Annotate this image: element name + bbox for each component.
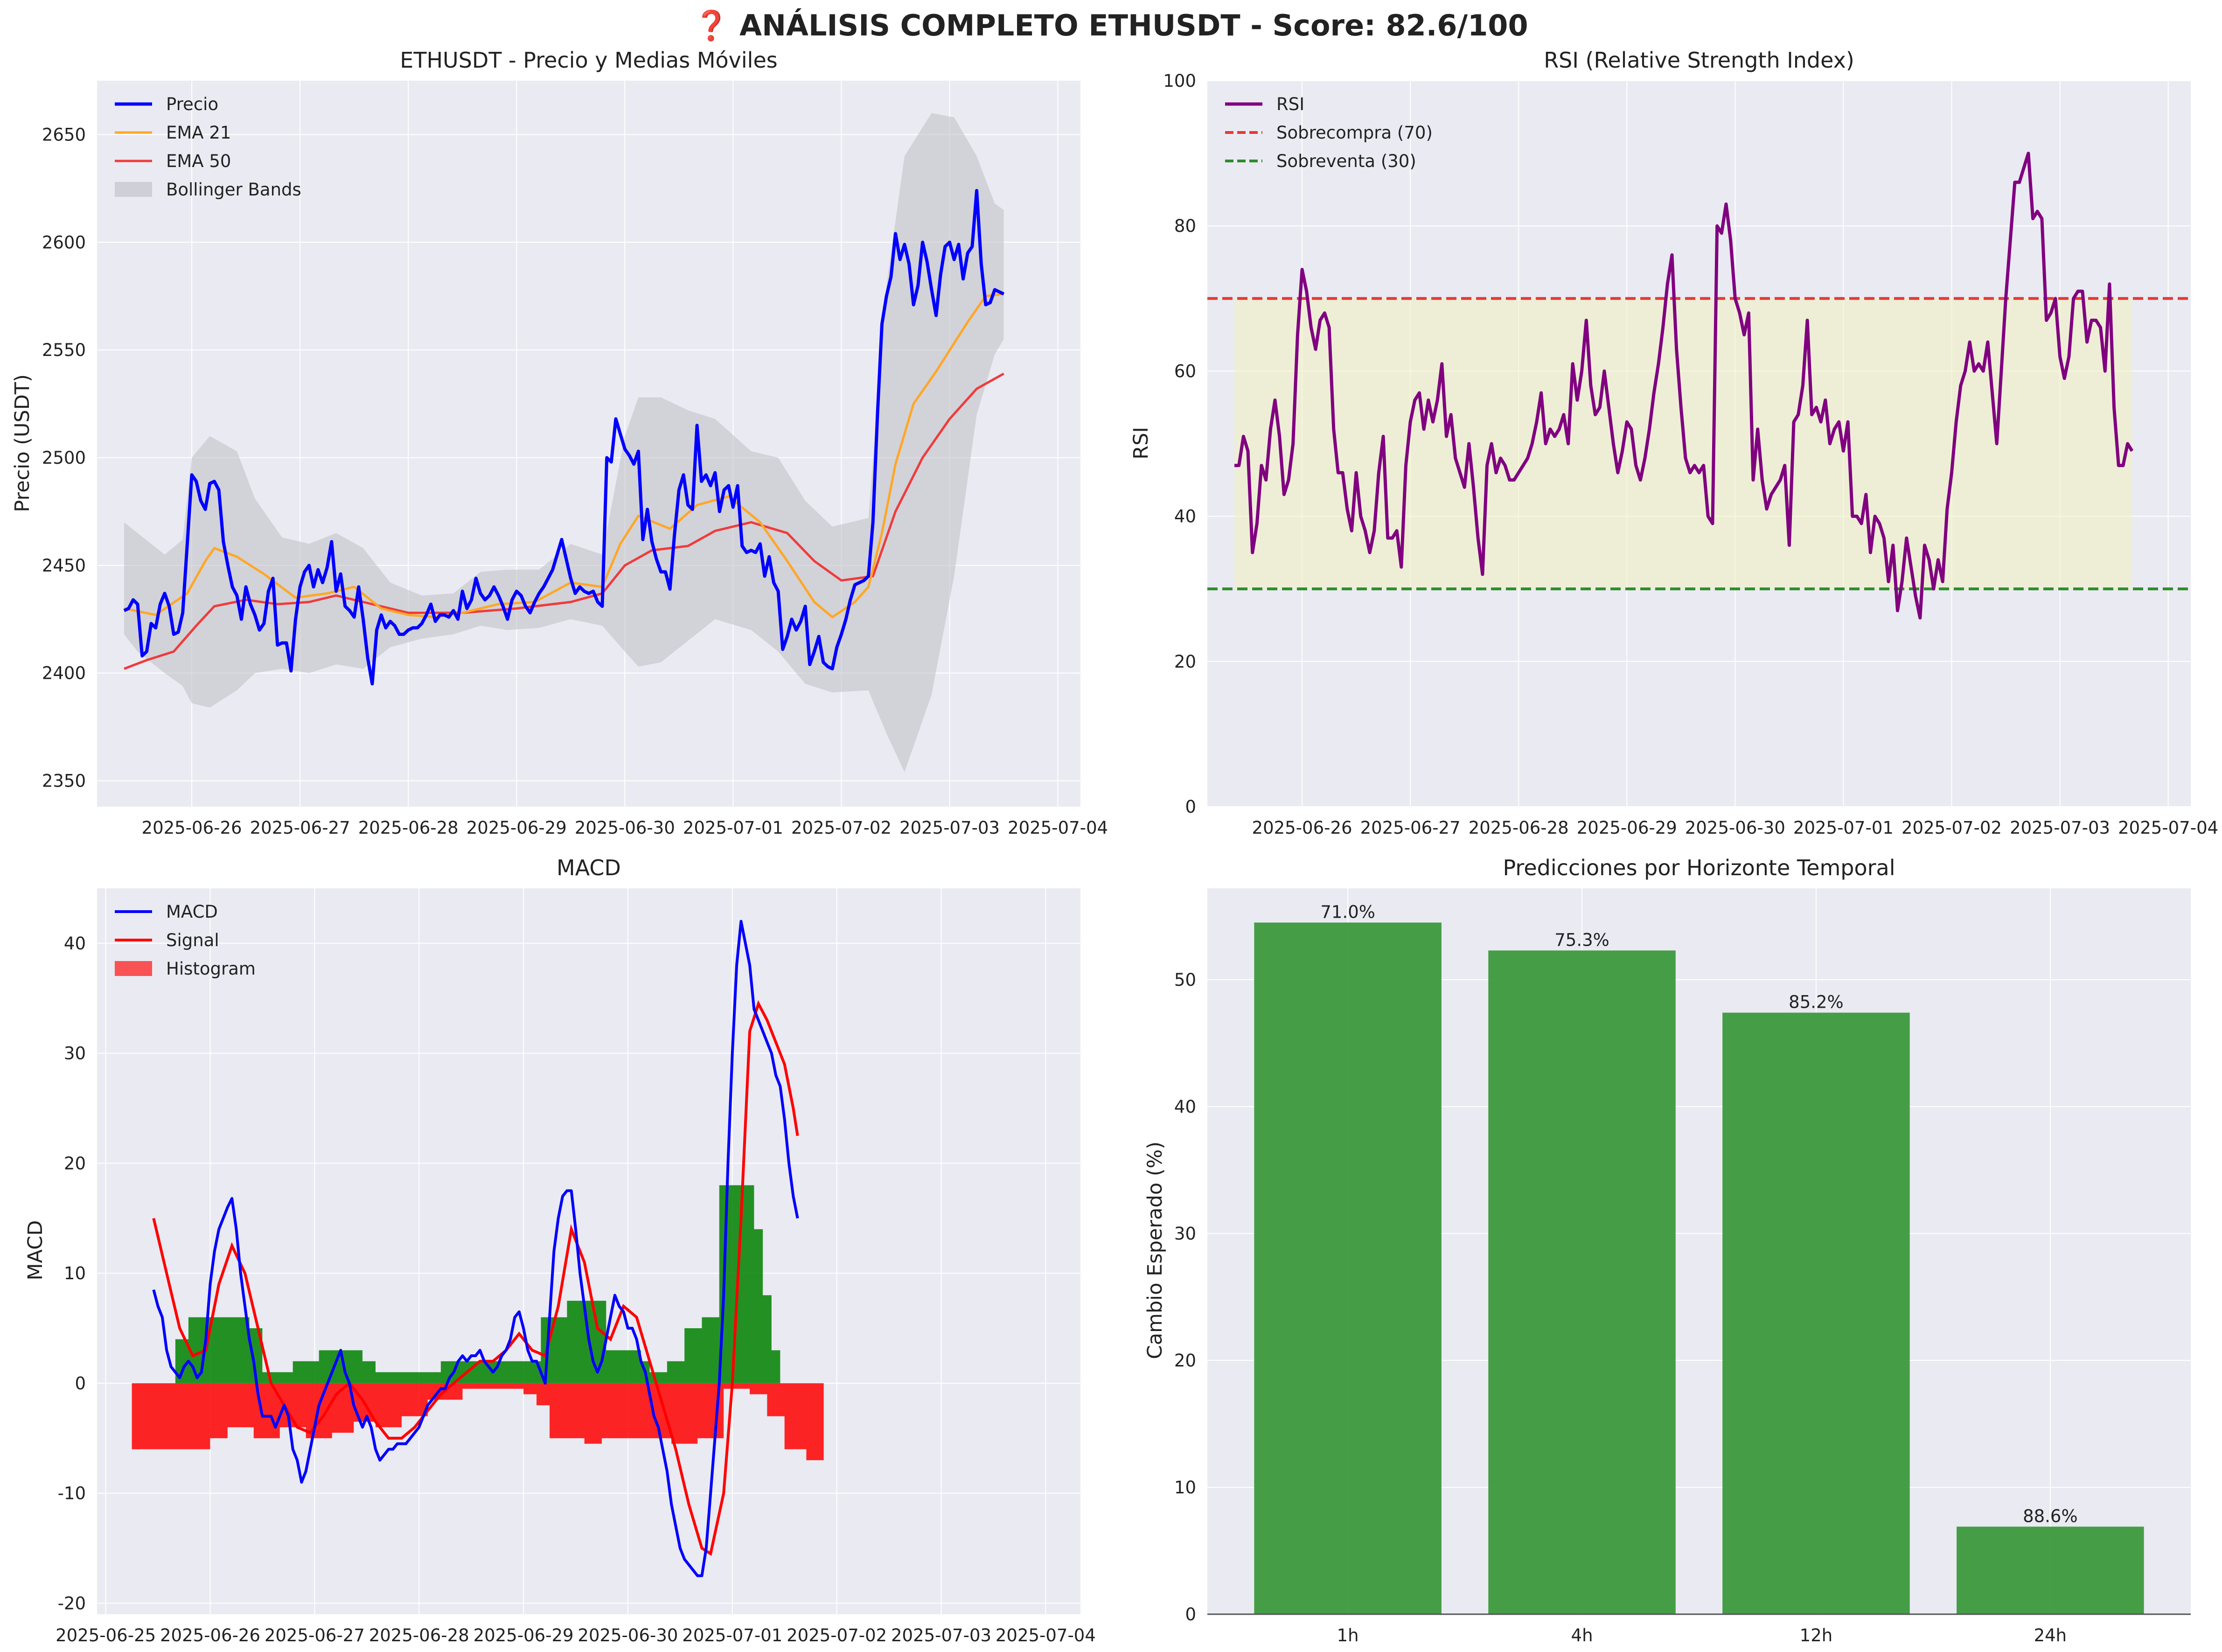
price-legend-swatch <box>115 182 152 197</box>
macd-x-tick-label: 2025-06-29 <box>474 1625 574 1645</box>
price-y-tick-label: 2350 <box>42 771 86 791</box>
predictions-y-tick-label: 50 <box>1174 970 1196 990</box>
predictions-y-tick-label: 0 <box>1185 1604 1196 1624</box>
macd-x-tick-label: 2025-07-03 <box>891 1625 991 1645</box>
predictions-x-tick-label: 1h <box>1337 1625 1359 1645</box>
macd-y-tick-label: 40 <box>64 934 86 954</box>
price-x-tick-label: 2025-07-03 <box>899 818 1000 838</box>
rsi-y-tick-label: 100 <box>1163 71 1196 91</box>
price-x-tick-label: 2025-06-28 <box>358 818 459 838</box>
predictions-x-tick-label: 24h <box>2034 1625 2067 1645</box>
price-y-tick-label: 2400 <box>42 663 86 683</box>
predictions-x-tick-label: 4h <box>1571 1625 1593 1645</box>
rsi-y-tick-label: 20 <box>1174 652 1196 672</box>
price-x-tick-label: 2025-06-26 <box>142 818 242 838</box>
macd-y-tick-label: 20 <box>64 1153 86 1173</box>
prediction-bar-label: 71.0% <box>1320 902 1375 922</box>
price-x-tick-label: 2025-06-27 <box>250 818 350 838</box>
predictions-y-tick-label: 20 <box>1174 1351 1196 1371</box>
prediction-bar-12h <box>1722 1012 1910 1614</box>
price-x-tick-label: 2025-07-01 <box>683 818 783 838</box>
price-y-tick-label: 2500 <box>42 448 86 468</box>
predictions-y-tick-label: 30 <box>1174 1224 1196 1244</box>
rsi-x-tick-label: 2025-06-28 <box>1469 818 1569 838</box>
rsi-legend-label: RSI <box>1276 94 1304 114</box>
predictions-chart-title: Predicciones por Horizonte Temporal <box>1503 855 1895 880</box>
rsi-chart-title: RSI (Relative Strength Index) <box>1544 48 1854 73</box>
rsi-x-tick-label: 2025-07-03 <box>2010 818 2110 838</box>
macd-y-tick-label: 10 <box>64 1263 86 1283</box>
rsi-chart-ylabel: RSI <box>1129 427 1153 460</box>
figure-suptitle: ❓ ANÁLISIS COMPLETO ETHUSDT - Score: 82.… <box>693 8 1528 42</box>
price-x-tick-label: 2025-07-02 <box>791 818 892 838</box>
rsi-line <box>1234 152 2134 620</box>
macd-plot-area <box>97 888 1080 1614</box>
rsi-y-tick-label: 0 <box>1185 797 1196 817</box>
price-legend-label: EMA 50 <box>166 151 231 171</box>
macd-chart-panel: MACD MACD 2025-06-25 2025-06-26 2025-06-27… <box>24 855 1096 1645</box>
signal-line <box>152 1000 799 1556</box>
ema21-line <box>124 293 1004 619</box>
macd-chart-title: MACD <box>557 855 621 880</box>
price-x-tick-label: 2025-06-29 <box>467 818 567 838</box>
macd-chart-ylabel: MACD <box>24 1220 47 1281</box>
macd-x-tick-label: 2025-07-04 <box>996 1625 1096 1645</box>
macd-legend-label: MACD <box>166 902 218 922</box>
price-x-tick-label: 2025-07-04 <box>1008 818 1108 838</box>
prediction-bar-label: 75.3% <box>1554 930 1609 950</box>
prediction-bar-1h <box>1254 922 1442 1614</box>
price-y-tick-label: 2450 <box>42 556 86 576</box>
rsi-x-tick-label: 2025-06-27 <box>1360 818 1461 838</box>
rsi-x-tick-label: 2025-07-01 <box>1793 818 1894 838</box>
price-legend-label: Precio <box>166 94 218 114</box>
price-y-tick-label: 2550 <box>42 340 86 360</box>
prediction-bar-label: 85.2% <box>1789 992 1844 1012</box>
predictions-chart-ylabel: Cambio Esperado (%) <box>1143 1142 1167 1359</box>
rsi-x-tick-label: 2025-06-26 <box>1252 818 1352 838</box>
price-y-tick-label: 2650 <box>42 125 86 145</box>
macd-legend-label: Signal <box>166 930 219 950</box>
prediction-bar-label: 88.6% <box>2023 1506 2078 1526</box>
predictions-chart-panel: Predicciones por Horizonte Temporal Camb… <box>1143 855 2191 1645</box>
price-y-tick-label: 2600 <box>42 232 86 252</box>
macd-legend-swatch <box>115 961 152 976</box>
prediction-bar-24h <box>1957 1527 2144 1614</box>
price-line <box>123 189 1005 686</box>
macd-y-tick-label: 0 <box>75 1373 86 1394</box>
rsi-x-tick-label: 2025-06-29 <box>1577 818 1677 838</box>
price-chart-title: ETHUSDT - Precio y Medias Móviles <box>400 48 777 73</box>
macd-x-tick-label: 2025-06-25 <box>56 1625 156 1645</box>
macd-x-tick-label: 2025-06-26 <box>160 1625 260 1645</box>
rsi-chart-panel: RSI (Relative Strength Index) RSI 2025-0… <box>1129 48 2218 838</box>
macd-y-tick-label: -10 <box>58 1484 86 1504</box>
macd-x-tick-label: 2025-06-28 <box>369 1625 469 1645</box>
prediction-bar-4h <box>1488 950 1676 1614</box>
macd-y-tick-label: 30 <box>64 1044 86 1064</box>
rsi-y-tick-label: 40 <box>1174 507 1196 527</box>
macd-x-tick-label: 2025-07-01 <box>682 1625 782 1645</box>
rsi-legend-label: Sobreventa (30) <box>1276 151 1416 171</box>
price-chart-ylabel: Precio (USDT) <box>11 374 34 512</box>
price-chart-panel: ETHUSDT - Precio y Medias Móviles Precio… <box>11 48 1108 838</box>
macd-legend-label: Histogram <box>166 959 256 979</box>
rsi-x-tick-label: 2025-07-02 <box>1902 818 2002 838</box>
price-legend-label: EMA 21 <box>166 123 231 143</box>
predictions-y-tick-label: 40 <box>1174 1097 1196 1117</box>
macd-line <box>152 920 799 1577</box>
rsi-x-tick-label: 2025-06-30 <box>1685 818 1785 838</box>
price-x-tick-label: 2025-06-30 <box>575 818 675 838</box>
macd-x-tick-label: 2025-06-30 <box>578 1625 678 1645</box>
macd-x-tick-label: 2025-07-02 <box>787 1625 887 1645</box>
price-legend-label: Bollinger Bands <box>166 180 301 200</box>
macd-y-tick-label: -20 <box>58 1593 86 1613</box>
predictions-y-tick-label: 10 <box>1174 1478 1196 1498</box>
macd-x-tick-label: 2025-06-27 <box>265 1625 365 1645</box>
rsi-legend-label: Sobrecompra (70) <box>1276 123 1433 143</box>
rsi-y-tick-label: 80 <box>1174 216 1196 236</box>
rsi-y-tick-label: 60 <box>1174 361 1196 381</box>
predictions-x-tick-label: 12h <box>1800 1625 1833 1645</box>
rsi-x-tick-label: 2025-07-04 <box>2118 818 2218 838</box>
